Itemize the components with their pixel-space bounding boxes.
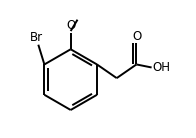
- Text: O: O: [133, 30, 142, 43]
- Text: Br: Br: [30, 31, 43, 44]
- Text: O: O: [66, 19, 75, 32]
- Text: OH: OH: [152, 61, 170, 74]
